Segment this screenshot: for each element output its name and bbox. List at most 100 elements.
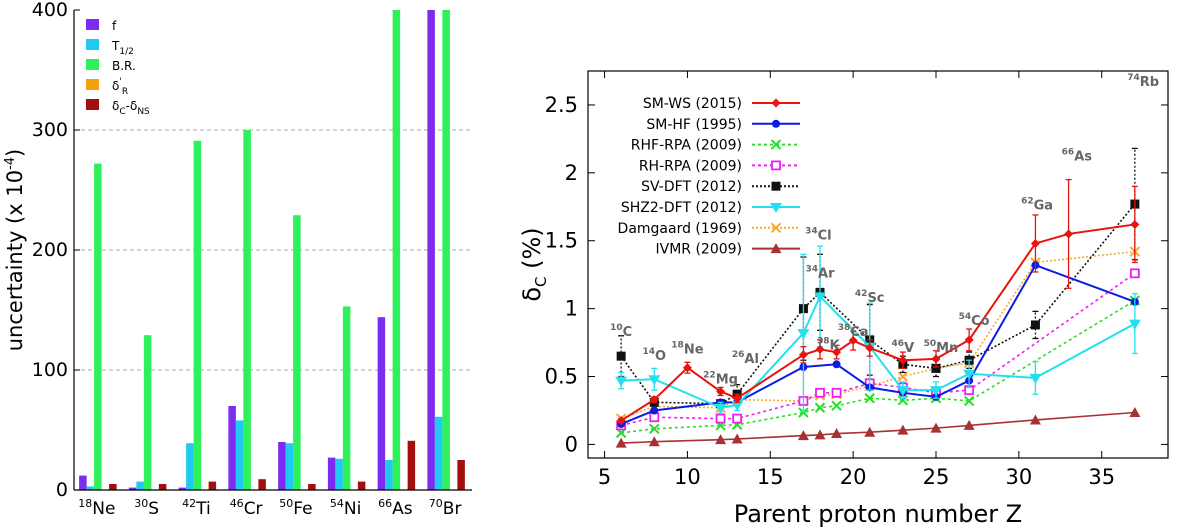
data-point (716, 386, 726, 396)
data-point (898, 355, 908, 365)
data-point (897, 371, 909, 382)
x-category-label: 30S (134, 497, 159, 519)
data-point (831, 387, 842, 398)
nucleus-label: 22Mg (703, 370, 738, 387)
bar-BR-4 (293, 215, 301, 490)
bar-f-3 (228, 406, 236, 490)
data-point (1128, 319, 1141, 330)
data-point (963, 419, 975, 430)
bar-BR-1 (143, 335, 152, 490)
bar-BR-6 (392, 10, 401, 490)
data-point (831, 428, 843, 439)
bar-BR-5 (342, 306, 351, 490)
x-category-label: 46Cr (230, 497, 263, 519)
data-point (864, 426, 876, 437)
bar-BR-0 (94, 163, 102, 490)
data-point (897, 395, 909, 406)
nucleus-label: 74Rb (1127, 73, 1159, 90)
x-category-label: 50Fe (279, 497, 312, 519)
bar-CNS-4 (308, 484, 316, 490)
data-point (832, 347, 842, 357)
data-point (931, 363, 941, 373)
x-category-label: 18Ne (78, 497, 115, 519)
legend-marker (771, 160, 781, 171)
legend-label: SHZ2-DFT (2012) (621, 200, 742, 216)
nucleus-label: 50Mn (924, 339, 959, 356)
data-point (616, 351, 626, 361)
bar-CNS-3 (258, 479, 266, 490)
data-point (897, 424, 909, 435)
legend-label: RHF-RPA (2009) (631, 138, 742, 154)
y-tick-label: 0 (56, 479, 68, 501)
data-point (930, 386, 942, 397)
x-category-label: 42Ti (182, 497, 211, 519)
data-point (864, 393, 875, 404)
bar-CNS-1 (158, 484, 167, 490)
data-point (896, 386, 909, 397)
legend-label: SV-DFT (2012) (641, 179, 742, 195)
x-tick-label: 15 (757, 465, 784, 489)
bar-T12-7 (434, 416, 443, 490)
data-point (682, 363, 692, 373)
bar-T12-5 (335, 458, 343, 490)
data-point (731, 433, 743, 444)
data-point (798, 407, 809, 418)
series-sm-ws--2015- (616, 178, 1140, 426)
x-category-label: 70Br (429, 497, 462, 519)
data-point (797, 329, 810, 340)
data-point (732, 413, 743, 424)
series-line (620, 250, 1135, 420)
data-point (964, 335, 974, 345)
bar-T12-4 (285, 443, 294, 490)
data-point (1129, 407, 1141, 418)
data-point (1030, 238, 1040, 248)
x-tick-label: 5 (598, 465, 611, 489)
nucleus-label: 34Ar (805, 264, 835, 281)
y-tick-label: 100 (32, 359, 68, 381)
legend-swatch (86, 19, 99, 30)
bar-f-4 (278, 442, 286, 490)
legend-marker (770, 222, 782, 234)
nucleus-label: 18Ne (671, 340, 703, 357)
nucleus-label: 10C (610, 323, 632, 340)
bar-f-1 (128, 487, 137, 490)
data-point (648, 436, 660, 447)
legend-marker (770, 203, 782, 213)
x-category-label: 54Ni (330, 497, 361, 519)
y-tick-label: 1 (565, 297, 578, 321)
y-tick-label: 2 (565, 161, 578, 185)
x-tick-label: 30 (1005, 465, 1032, 489)
legend-marker (771, 181, 781, 191)
data-point (648, 375, 661, 386)
series-line (620, 223, 1135, 422)
y-tick-label: 0 (565, 432, 578, 456)
data-point (615, 437, 627, 448)
data-point (814, 292, 826, 303)
data-point (615, 376, 628, 387)
data-point (714, 403, 727, 414)
series-line (621, 411, 1135, 444)
series-line (621, 294, 1136, 409)
bar-BR-3 (243, 130, 251, 490)
x-tick-label: 25 (923, 465, 950, 489)
data-point (1030, 320, 1040, 330)
data-point (616, 416, 626, 426)
y-axis-label: uncertainty (x 10-4) (3, 149, 27, 352)
data-point (930, 422, 942, 433)
nucleus-label: 14O (642, 347, 666, 364)
data-point (650, 406, 659, 415)
legend-label: δC-δNS (112, 99, 150, 117)
series-rhf-rpa--2009- (615, 295, 1141, 439)
nucleus-label: 26Al (732, 350, 759, 367)
data-point (963, 369, 976, 380)
data-point (1129, 268, 1140, 279)
y-tick-label: 300 (32, 119, 68, 141)
legend-label: IVMR (2009) (655, 242, 742, 258)
bar-T12-2 (186, 443, 194, 490)
data-point (715, 413, 726, 424)
data-point (1029, 414, 1041, 425)
nucleus-label: 34Cl (805, 226, 832, 243)
bar-CNS-7 (457, 460, 465, 490)
nucleus-label: 46V (892, 339, 915, 356)
